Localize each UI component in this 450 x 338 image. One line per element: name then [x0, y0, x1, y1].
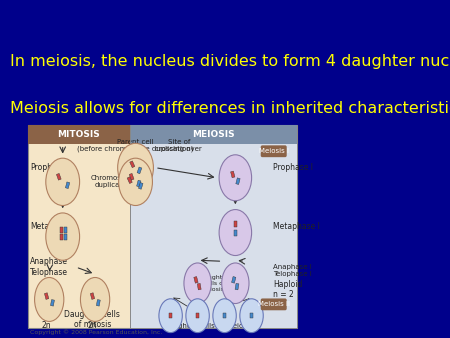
Text: Daughter cells of meiosis II: Daughter cells of meiosis II: [164, 323, 258, 329]
Bar: [130, 161, 135, 168]
Bar: [65, 182, 70, 189]
Ellipse shape: [240, 299, 263, 333]
Text: 2n: 2n: [87, 321, 97, 330]
Text: Haploid
n = 2: Haploid n = 2: [273, 280, 302, 299]
Text: Meiosis allows for differences in inherited characteristics.: Meiosis allows for differences in inheri…: [10, 101, 450, 116]
Bar: [64, 227, 68, 233]
Bar: [45, 293, 49, 299]
Bar: [194, 276, 198, 283]
Bar: [137, 180, 141, 187]
FancyBboxPatch shape: [27, 125, 130, 144]
Text: MITOSIS: MITOSIS: [58, 130, 100, 139]
Text: Metaphase: Metaphase: [30, 222, 72, 231]
Bar: [234, 221, 237, 227]
Bar: [139, 183, 143, 189]
Bar: [96, 299, 100, 306]
Text: Prophase: Prophase: [30, 163, 66, 172]
Ellipse shape: [81, 277, 110, 321]
Text: Metaphase I: Metaphase I: [273, 222, 320, 231]
Ellipse shape: [35, 277, 64, 321]
Text: Meiosis II: Meiosis II: [258, 301, 290, 307]
Bar: [232, 276, 236, 283]
FancyBboxPatch shape: [130, 144, 297, 328]
Bar: [250, 313, 253, 318]
Text: 2n: 2n: [41, 321, 51, 330]
Bar: [56, 173, 61, 180]
Ellipse shape: [219, 210, 252, 256]
Bar: [236, 178, 240, 185]
Ellipse shape: [119, 158, 153, 206]
Bar: [197, 313, 199, 318]
Bar: [170, 313, 172, 318]
Bar: [234, 230, 237, 236]
FancyBboxPatch shape: [130, 125, 297, 144]
Ellipse shape: [213, 299, 236, 333]
Text: Anaphase I
Telophase I: Anaphase I Telophase I: [273, 264, 312, 276]
Text: Anaphase
Telophase: Anaphase Telophase: [30, 257, 68, 277]
Bar: [59, 234, 63, 240]
Text: In meiosis, the nucleus divides to form 4 daughter nuclei.: In meiosis, the nucleus divides to form …: [10, 54, 450, 69]
Text: Copyright © 2008 Pearson Education, Inc.: Copyright © 2008 Pearson Education, Inc.: [30, 329, 163, 335]
Text: Daughter cells
of mitosis: Daughter cells of mitosis: [64, 310, 120, 330]
Bar: [230, 171, 235, 178]
Text: MEIOSIS: MEIOSIS: [193, 130, 235, 139]
Bar: [235, 283, 239, 290]
Ellipse shape: [219, 155, 252, 201]
Ellipse shape: [184, 263, 211, 304]
Bar: [127, 177, 132, 184]
Bar: [90, 293, 94, 299]
Ellipse shape: [117, 143, 153, 192]
Text: Parent cell
(before chromosome duplication): Parent cell (before chromosome duplicati…: [77, 139, 194, 152]
Ellipse shape: [186, 299, 209, 333]
FancyBboxPatch shape: [261, 145, 287, 157]
FancyBboxPatch shape: [27, 125, 297, 328]
Text: Meiosis I: Meiosis I: [259, 148, 289, 154]
FancyBboxPatch shape: [261, 298, 287, 310]
Text: Daughter
cells of
meiosis I: Daughter cells of meiosis I: [199, 275, 229, 292]
Ellipse shape: [46, 213, 80, 260]
Ellipse shape: [222, 263, 249, 304]
Ellipse shape: [46, 158, 80, 206]
Text: Site of
crossing over: Site of crossing over: [155, 139, 202, 152]
Text: Chromosome
duplication: Chromosome duplication: [91, 175, 137, 188]
Bar: [64, 234, 68, 240]
Bar: [59, 227, 63, 233]
Bar: [197, 283, 201, 290]
Ellipse shape: [159, 299, 182, 333]
Bar: [137, 167, 142, 174]
Text: Prophase I: Prophase I: [273, 163, 313, 172]
Bar: [129, 173, 134, 180]
Text: 2n = 4: 2n = 4: [123, 191, 148, 200]
Bar: [50, 299, 54, 306]
Bar: [224, 313, 226, 318]
